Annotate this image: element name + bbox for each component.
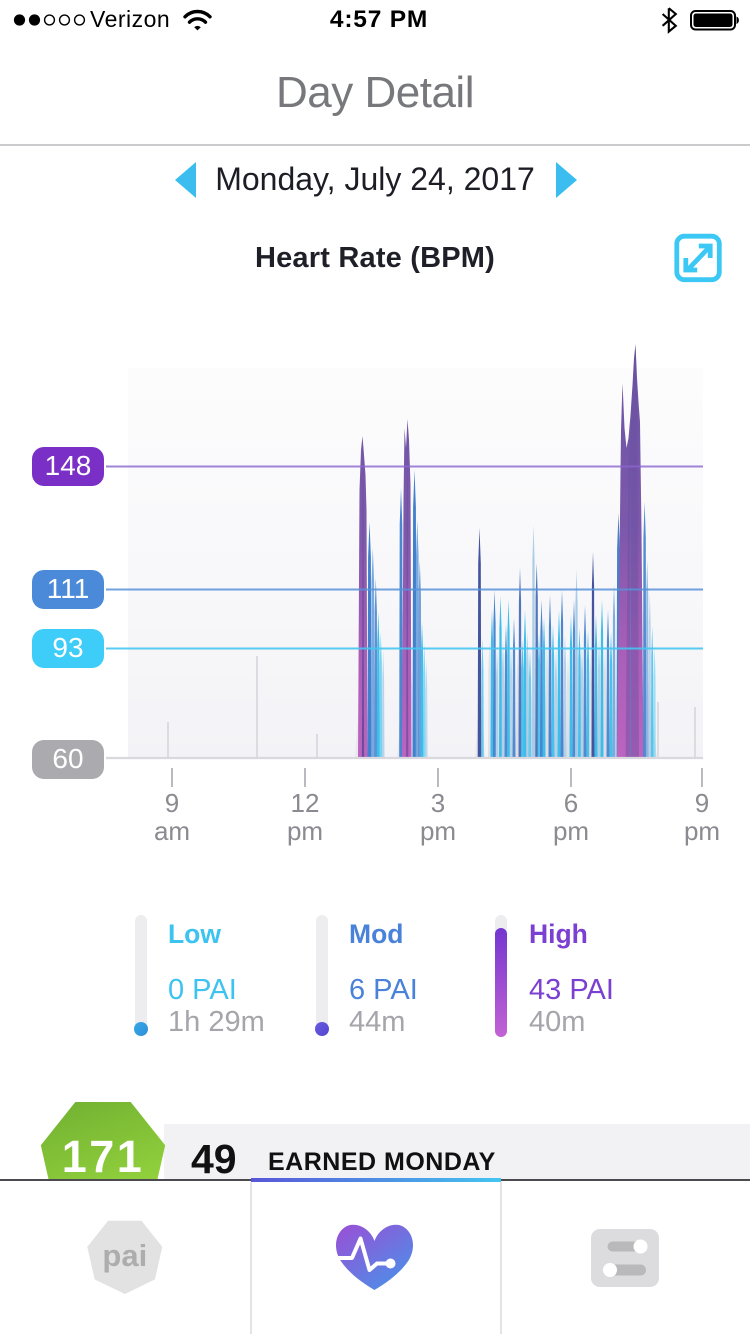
svg-text:pm: pm [684, 816, 720, 846]
svg-text:pm: pm [553, 816, 589, 846]
svg-text:am: am [154, 816, 190, 846]
svg-text:pai: pai [102, 1238, 147, 1273]
svg-text:9: 9 [165, 788, 179, 818]
svg-text:93: 93 [52, 632, 83, 663]
svg-text:60: 60 [52, 743, 83, 774]
svg-text:171: 171 [62, 1131, 145, 1179]
svg-text:pm: pm [287, 816, 323, 846]
svg-text:111: 111 [47, 573, 90, 604]
svg-text:148: 148 [45, 450, 92, 481]
svg-text:pm: pm [420, 816, 456, 846]
svg-text:3: 3 [431, 788, 445, 818]
svg-text:6: 6 [564, 788, 578, 818]
svg-text:12: 12 [291, 788, 320, 818]
svg-text:4:57 PM: 4:57 PM [330, 6, 428, 33]
svg-text:9: 9 [695, 788, 709, 818]
svg-text:Verizon: Verizon [90, 6, 170, 32]
